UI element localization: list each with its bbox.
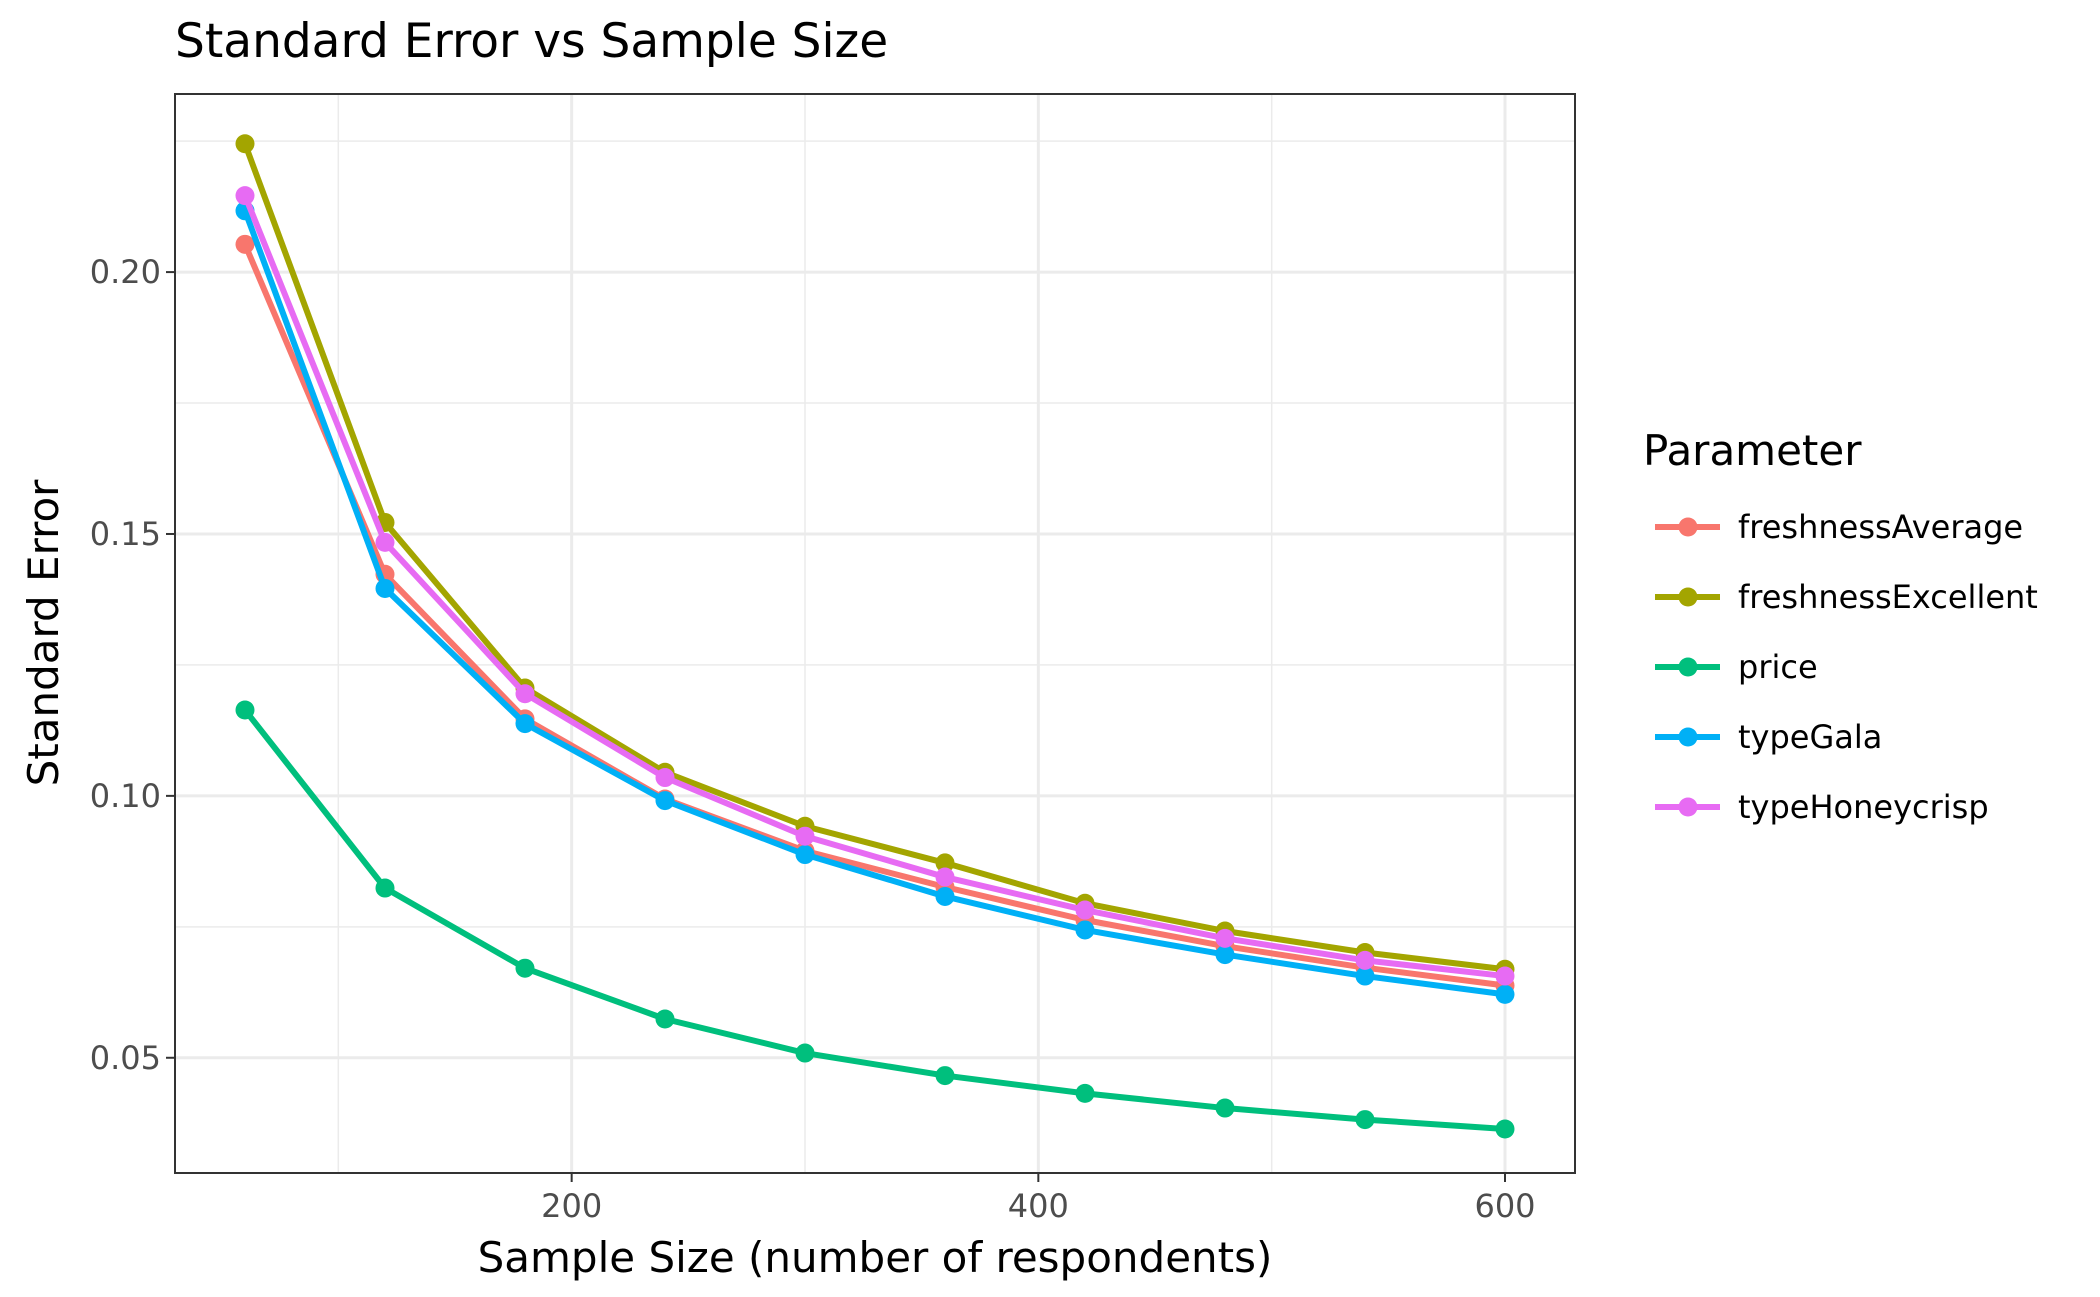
legend-label: typeGala (1738, 718, 1882, 756)
legend-item-price: price (1655, 648, 1818, 686)
data-point-freshnessExcellent (935, 853, 955, 873)
legend-key-point (1678, 727, 1698, 747)
legend-item-typeGala: typeGala (1655, 718, 1882, 756)
data-point-typeGala (515, 714, 535, 734)
x-axis-title: Sample Size (number of respondents) (478, 1233, 1273, 1282)
y-tick-label: 0.10 (90, 777, 161, 815)
data-point-typeGala (935, 886, 955, 906)
legend-item-freshnessAverage: freshnessAverage (1655, 508, 2023, 546)
legend-label: price (1738, 648, 1818, 686)
data-point-typeHoneycrisp (935, 867, 955, 887)
data-point-typeHoneycrisp (795, 826, 815, 846)
series-line-freshnessAverage (242, 241, 1508, 989)
legend-key-point (1678, 657, 1698, 677)
data-point-price (1215, 1098, 1235, 1118)
series-line-freshnessExcellent (242, 140, 1508, 973)
y-tick-label: 0.15 (90, 515, 161, 553)
series-line-typeGala (242, 207, 1508, 998)
legend-item-typeHoneycrisp: typeHoneycrisp (1655, 788, 1989, 826)
data-point-typeGala (1355, 966, 1375, 986)
series-typeGala (235, 201, 1515, 1004)
legend-key-point (1678, 797, 1698, 817)
legend-label: freshnessAverage (1738, 508, 2023, 546)
data-point-typeHoneycrisp (375, 532, 395, 552)
data-point-typeHoneycrisp (655, 768, 675, 788)
data-point-price (1355, 1110, 1375, 1130)
legend-key-point (1678, 517, 1698, 537)
data-point-typeGala (1075, 920, 1095, 940)
y-axis-title: Standard Error (19, 479, 68, 787)
series-typeHoneycrisp (235, 186, 1515, 986)
data-point-price (375, 878, 395, 898)
data-point-typeHoneycrisp (1495, 966, 1515, 986)
series-line-typeHoneycrisp (242, 192, 1508, 980)
data-point-typeGala (1495, 984, 1515, 1004)
plot-panel (175, 94, 1575, 1173)
data-point-typeHoneycrisp (1355, 950, 1375, 970)
data-point-price (935, 1066, 955, 1086)
x-tick-label: 400 (1008, 1187, 1069, 1225)
data-point-price (1075, 1083, 1095, 1103)
data-point-price (515, 958, 535, 978)
series-layer (235, 134, 1515, 1139)
legend-title: Parameter (1643, 426, 1862, 475)
data-point-typeGala (795, 845, 815, 865)
legend-label: typeHoneycrisp (1738, 788, 1989, 826)
panel-border (174, 93, 1576, 1174)
data-point-typeHoneycrisp (1075, 900, 1095, 920)
data-point-freshnessExcellent (235, 134, 255, 154)
series-line-price (242, 706, 1508, 1133)
y-tick-label: 0.05 (90, 1039, 161, 1077)
x-tick-label: 200 (541, 1187, 602, 1225)
data-point-price (1495, 1119, 1515, 1139)
y-tick-label: 0.20 (90, 253, 161, 291)
data-point-typeGala (655, 791, 675, 811)
data-point-typeHoneycrisp (235, 186, 255, 206)
legend: Parameter freshnessAverage freshnessExcel… (1643, 426, 2038, 826)
data-point-price (795, 1043, 815, 1063)
legend-key-point (1678, 587, 1698, 607)
data-point-typeHoneycrisp (1215, 928, 1235, 948)
x-tick-label: 600 (1474, 1187, 1535, 1225)
axis-ticks: 200 400 600 0.05 0.10 0.15 0.20 (90, 253, 1536, 1225)
data-point-price (655, 1009, 675, 1029)
series-price (235, 700, 1515, 1139)
data-point-typeHoneycrisp (515, 684, 535, 704)
data-point-typeGala (1215, 945, 1235, 965)
chart-title: Standard Error vs Sample Size (175, 14, 888, 69)
data-point-typeGala (375, 578, 395, 598)
data-point-price (235, 700, 255, 720)
legend-label: freshnessExcellent (1738, 578, 2038, 616)
legend-item-freshnessExcellent: freshnessExcellent (1655, 578, 2038, 616)
data-point-freshnessAverage (235, 234, 255, 254)
